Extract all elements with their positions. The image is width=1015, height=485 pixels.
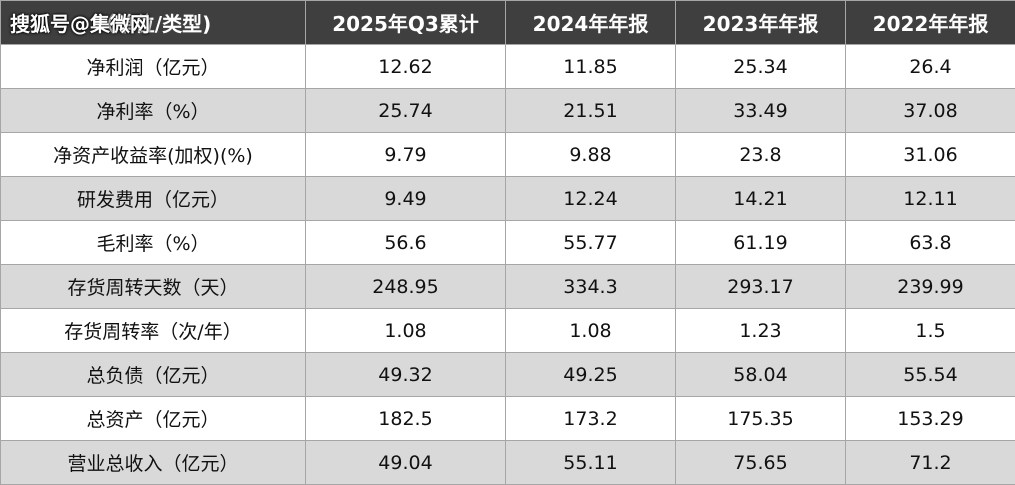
cell: 293.17	[676, 265, 846, 309]
header-cell: 2024年年报	[506, 1, 676, 45]
cell: 239.99	[846, 265, 1015, 309]
cell: 23.8	[676, 133, 846, 177]
cell: 21.51	[506, 89, 676, 133]
cell: 153.29	[846, 397, 1015, 441]
cell: 49.25	[506, 353, 676, 397]
row-label: 研发费用（亿元）	[1, 177, 306, 221]
cell: 9.79	[306, 133, 506, 177]
cell: 26.4	[846, 45, 1015, 89]
row-label: 净资产收益率(加权)(%)	[1, 133, 306, 177]
cell: 334.3	[506, 265, 676, 309]
cell: 12.11	[846, 177, 1015, 221]
cell: 1.23	[676, 309, 846, 353]
cell: 182.5	[306, 397, 506, 441]
row-label: 总资产（亿元）	[1, 397, 306, 441]
cell: 12.62	[306, 45, 506, 89]
cell: 55.77	[506, 221, 676, 265]
cell: 49.32	[306, 353, 506, 397]
cell: 56.6	[306, 221, 506, 265]
header-cell: 2023年年报	[676, 1, 846, 45]
row-label: 存货周转率（次/年）	[1, 309, 306, 353]
cell: 37.08	[846, 89, 1015, 133]
cell: 55.54	[846, 353, 1015, 397]
cell: 11.85	[506, 45, 676, 89]
cell: 1.08	[506, 309, 676, 353]
cell: 63.8	[846, 221, 1015, 265]
row-label: 总负债（亿元）	[1, 353, 306, 397]
cell: 1.08	[306, 309, 506, 353]
cell: 25.34	[676, 45, 846, 89]
cell: 175.35	[676, 397, 846, 441]
cell: 12.24	[506, 177, 676, 221]
cell: 71.2	[846, 441, 1015, 485]
cell: 49.04	[306, 441, 506, 485]
cell: 25.74	[306, 89, 506, 133]
row-label: 净利润（亿元）	[1, 45, 306, 89]
cell: 31.06	[846, 133, 1015, 177]
cell: 1.5	[846, 309, 1015, 353]
cell: 61.19	[676, 221, 846, 265]
cell: 55.11	[506, 441, 676, 485]
cell: 75.65	[676, 441, 846, 485]
header-cell: 2025年Q3累计	[306, 1, 506, 45]
cell: 9.88	[506, 133, 676, 177]
row-label: 净利率（%）	[1, 89, 306, 133]
cell: 33.49	[676, 89, 846, 133]
watermark: 搜狐号@集微网	[10, 8, 150, 37]
cell: 58.04	[676, 353, 846, 397]
cell: 248.95	[306, 265, 506, 309]
row-label: 存货周转天数（天）	[1, 265, 306, 309]
cell: 14.21	[676, 177, 846, 221]
row-label: 毛利率（%）	[1, 221, 306, 265]
cell: 9.49	[306, 177, 506, 221]
row-label: 营业总收入（亿元）	[1, 441, 306, 485]
cell: 173.2	[506, 397, 676, 441]
header-cell: 2022年年报	[846, 1, 1015, 45]
